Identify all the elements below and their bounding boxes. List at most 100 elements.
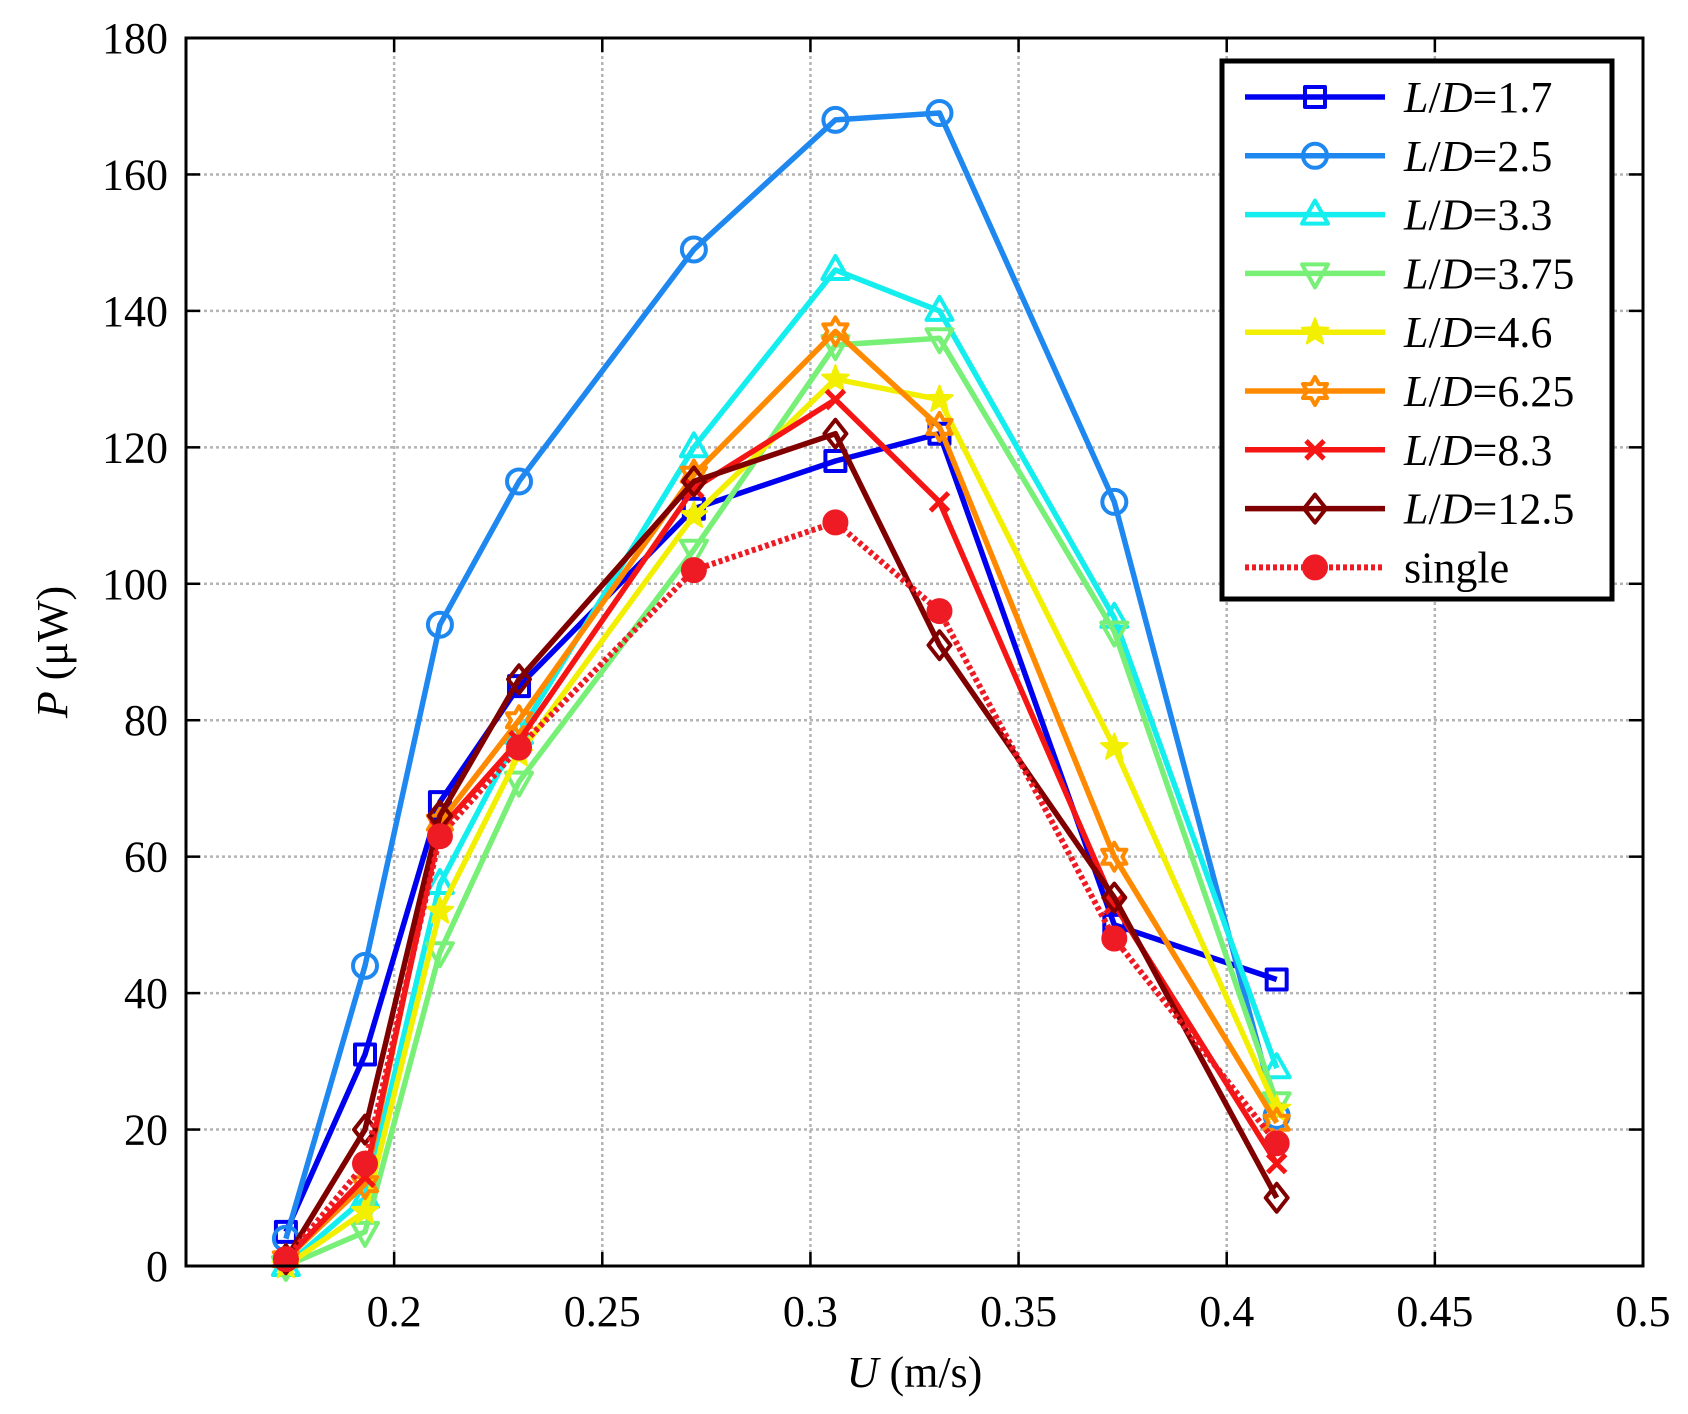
y-tick-label: 180	[102, 14, 168, 63]
data-point-marker	[351, 951, 380, 980]
data-point-marker	[1261, 1052, 1292, 1080]
y-tick-label: 40	[124, 969, 168, 1018]
data-point-marker	[679, 500, 709, 528]
series-line	[283, 110, 1280, 1240]
data-point-marker	[1303, 85, 1327, 109]
y-tick-label: 20	[124, 1106, 168, 1155]
data-point-marker	[1099, 620, 1130, 648]
axes: 0.2 0.25 0.3 0.35 0.4 0.45 0.5 0 20 40 60 80 100 120 1…	[102, 14, 1671, 1336]
y-tick-label: 60	[124, 833, 168, 882]
data-point-marker	[350, 1196, 380, 1224]
series-8	[272, 417, 1290, 1276]
data-point-marker	[1263, 1130, 1290, 1157]
legend-label: L/D=3.3	[1403, 191, 1552, 240]
series-line	[283, 430, 1280, 1261]
x-tick-label: 0.35	[980, 1287, 1057, 1336]
y-tick-label: 140	[102, 287, 168, 336]
data-point-marker	[924, 327, 955, 355]
x-tick-label: 0.2	[367, 1287, 422, 1336]
axis-labels: U (m/s) P (μW)	[28, 586, 982, 1397]
data-point-marker	[926, 598, 953, 625]
legend-entry: L/D=3.75	[1245, 249, 1574, 298]
data-point-marker	[821, 105, 850, 134]
data-point-marker	[926, 629, 953, 662]
y-tick-label: 80	[124, 696, 168, 745]
legend-entry: single	[1245, 543, 1509, 592]
data-point-marker	[1300, 262, 1330, 290]
data-point-marker	[824, 388, 847, 411]
series-line	[284, 267, 1280, 1269]
legend-label: L/D=4.6	[1403, 308, 1552, 357]
data-point-marker	[424, 941, 455, 969]
data-point-marker	[425, 896, 455, 924]
legend-entry: L/D=8.3	[1245, 426, 1552, 475]
data-point-marker	[272, 1246, 299, 1273]
legend-label: L/D=1.7	[1403, 73, 1552, 122]
data-point-marker	[426, 823, 453, 850]
data-point-marker	[1304, 439, 1326, 461]
data-point-marker	[678, 538, 709, 566]
data-point-marker	[1302, 554, 1328, 581]
data-point-marker	[820, 334, 851, 361]
data-point-marker	[680, 465, 707, 498]
data-point-marker	[504, 704, 534, 737]
x-axis-label: U (m/s)	[847, 1348, 983, 1397]
x-tick-label: 0.25	[564, 1287, 641, 1336]
y-tick-label: 0	[146, 1242, 168, 1291]
data-point-marker	[820, 254, 851, 281]
data-point-marker	[506, 734, 533, 761]
data-series	[270, 99, 1292, 1282]
data-point-marker	[821, 315, 850, 348]
x-tick-label: 0.45	[1396, 1287, 1473, 1336]
series-9	[272, 509, 1290, 1273]
legend-entry: L/D=2.5	[1245, 132, 1552, 181]
data-point-marker	[1101, 925, 1128, 952]
data-point-marker	[680, 557, 707, 584]
legend-entry: L/D=12.5	[1245, 485, 1574, 534]
data-point-marker	[925, 410, 954, 443]
data-point-marker	[924, 294, 955, 322]
y-axis-label: P (μW)	[28, 586, 77, 719]
data-point-marker	[822, 417, 849, 450]
axes-box	[184, 36, 1645, 1268]
legend-entry: L/D=3.3	[1245, 191, 1552, 240]
y-tick-label: 160	[102, 150, 168, 199]
data-point-marker	[1265, 1152, 1288, 1175]
series-line	[284, 335, 1280, 1269]
data-point-marker	[925, 384, 954, 412]
data-point-marker	[352, 1150, 379, 1177]
series-2	[271, 99, 1291, 1253]
legend-label: L/D=12.5	[1403, 485, 1574, 534]
data-point-marker	[505, 467, 534, 496]
series-4	[270, 327, 1292, 1282]
legend-entry: L/D=6.25	[1245, 367, 1574, 416]
legend-label: L/D=8.3	[1403, 426, 1552, 475]
data-point-marker	[350, 1220, 380, 1248]
legend-label: L/D=2.5	[1403, 132, 1552, 181]
x-tick-label: 0.4	[1199, 1287, 1254, 1336]
data-point-marker	[1300, 317, 1330, 345]
data-point-marker	[1300, 375, 1330, 407]
data-point-marker	[1263, 1181, 1290, 1214]
data-point-marker	[1302, 492, 1328, 525]
legend-label: L/D=6.25	[1403, 367, 1574, 416]
data-point-marker	[678, 431, 709, 459]
data-point-marker	[504, 770, 534, 798]
legend-label: single	[1404, 543, 1509, 592]
data-point-marker	[679, 235, 708, 264]
x-tick-label: 0.3	[783, 1287, 838, 1336]
data-point-marker	[822, 509, 849, 536]
legend-entry: L/D=1.7	[1245, 73, 1552, 122]
data-point-marker	[1300, 198, 1330, 226]
data-point-marker	[1301, 141, 1329, 170]
x-tick-label: 0.5	[1616, 1287, 1671, 1336]
data-point-marker	[506, 663, 532, 696]
data-point-marker	[424, 868, 455, 895]
data-point-marker	[925, 99, 954, 128]
data-point-marker	[1100, 487, 1129, 516]
data-point-marker	[1100, 732, 1129, 760]
y-tick-label: 120	[102, 423, 168, 472]
data-point-marker	[1264, 967, 1289, 992]
legend-entry: L/D=4.6	[1245, 308, 1552, 357]
